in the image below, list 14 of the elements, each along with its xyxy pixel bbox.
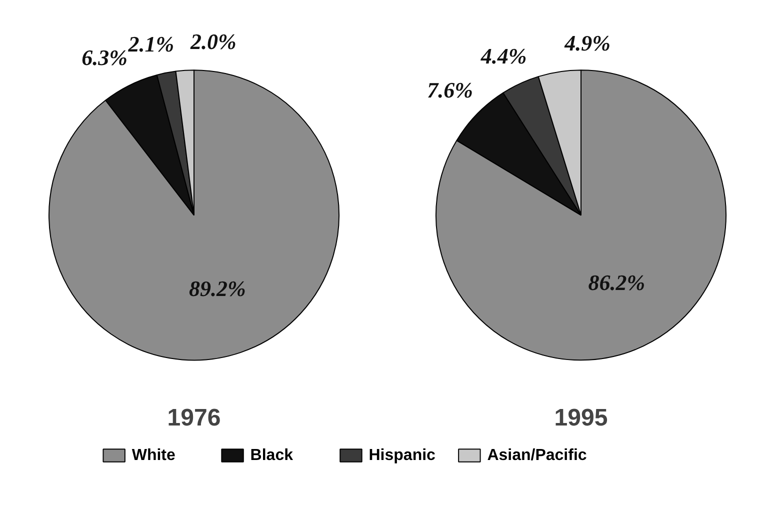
- text: 1995: [554, 404, 608, 432]
- data-label: 4.9%: [564, 30, 610, 56]
- legend-label: Hispanic: [368, 447, 436, 464]
- data-label: 4.4%: [480, 44, 527, 69]
- data-label: 2.1%: [127, 32, 174, 57]
- text: 1976: [167, 404, 221, 432]
- data-label: 7.6%: [427, 77, 473, 102]
- legend-label: White: [132, 447, 176, 464]
- legend-label: Asian/Pacific: [487, 447, 587, 464]
- legend-label: Black: [250, 447, 294, 464]
- data-label: 6.3%: [82, 45, 128, 70]
- data-label: 86.2%: [588, 270, 646, 296]
- data-label: 2.0%: [189, 28, 236, 54]
- data-label: 89.2%: [188, 276, 246, 302]
